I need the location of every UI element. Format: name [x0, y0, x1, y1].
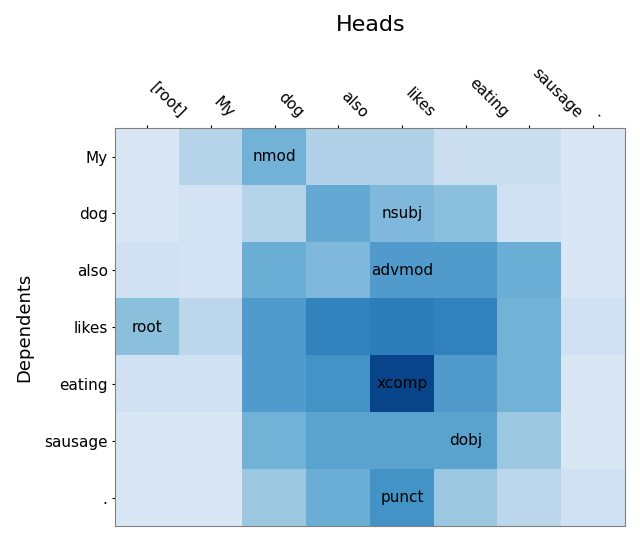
Text: nmod: nmod [253, 149, 296, 164]
Text: root: root [132, 320, 163, 335]
Text: advmod: advmod [371, 263, 433, 278]
Text: xcomp: xcomp [376, 377, 428, 392]
Title: Heads: Heads [335, 15, 405, 35]
Text: dobj: dobj [449, 433, 483, 448]
Text: nsubj: nsubj [381, 206, 422, 221]
Text: punct: punct [380, 490, 424, 505]
Y-axis label: Dependents: Dependents [15, 273, 33, 382]
